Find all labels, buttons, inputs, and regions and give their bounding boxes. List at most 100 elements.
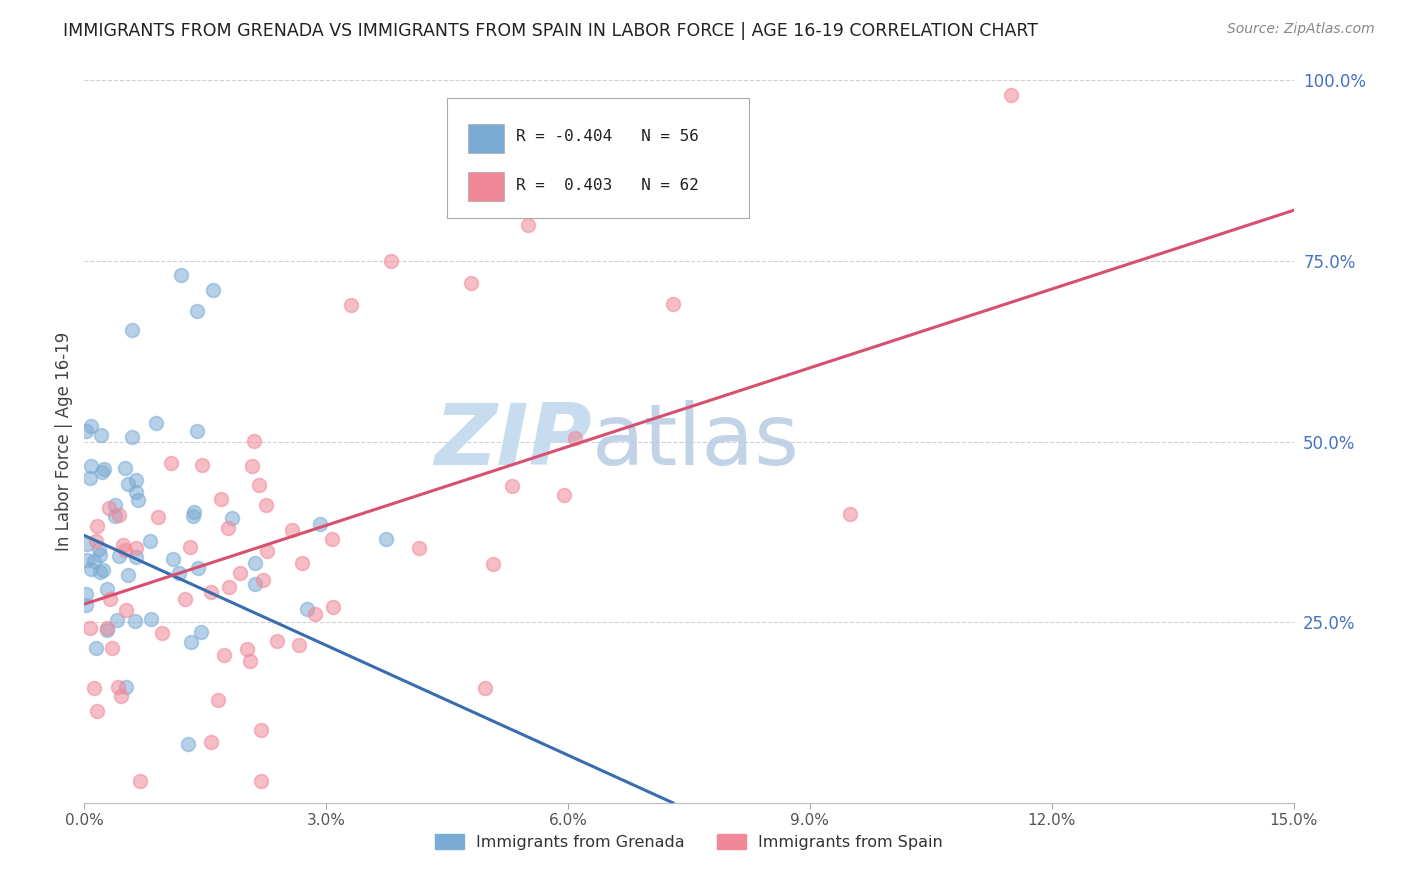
Point bbox=[75, 424, 97, 438]
Point bbox=[79, 620, 101, 634]
Point bbox=[200, 585, 222, 599]
Point bbox=[105, 613, 128, 627]
Point bbox=[76, 537, 98, 551]
Point bbox=[221, 511, 243, 525]
Point bbox=[839, 507, 862, 521]
Point bbox=[76, 552, 98, 566]
Point bbox=[89, 548, 111, 562]
Point bbox=[243, 576, 266, 591]
Point bbox=[482, 558, 505, 572]
Legend: Immigrants from Grenada, Immigrants from Spain: Immigrants from Grenada, Immigrants from… bbox=[429, 828, 949, 856]
Point bbox=[91, 563, 114, 577]
Point bbox=[167, 566, 190, 580]
Point bbox=[83, 681, 105, 696]
Point bbox=[181, 509, 204, 524]
Point bbox=[75, 598, 97, 612]
FancyBboxPatch shape bbox=[447, 98, 749, 218]
Point bbox=[145, 416, 167, 430]
Point bbox=[186, 304, 208, 318]
Point bbox=[295, 602, 318, 616]
Point bbox=[190, 624, 212, 639]
Point bbox=[90, 465, 112, 479]
Point bbox=[308, 516, 330, 531]
Text: ZIP: ZIP bbox=[434, 400, 592, 483]
Point bbox=[97, 500, 120, 515]
Point bbox=[572, 160, 595, 174]
Point bbox=[408, 541, 430, 556]
Point bbox=[340, 298, 363, 312]
Point bbox=[243, 434, 266, 449]
Point bbox=[108, 508, 131, 523]
Point bbox=[87, 541, 110, 556]
Point bbox=[249, 723, 271, 737]
Text: R =  0.403   N = 62: R = 0.403 N = 62 bbox=[516, 178, 699, 193]
Point bbox=[107, 681, 129, 695]
Point bbox=[127, 492, 149, 507]
Point bbox=[1000, 87, 1022, 102]
Point bbox=[89, 565, 111, 579]
Point bbox=[247, 478, 270, 492]
Point bbox=[304, 607, 326, 622]
Text: Source: ZipAtlas.com: Source: ZipAtlas.com bbox=[1227, 22, 1375, 37]
Point bbox=[217, 521, 239, 535]
Point bbox=[150, 625, 173, 640]
Point bbox=[266, 634, 288, 648]
Point bbox=[115, 603, 138, 617]
Point bbox=[83, 554, 105, 568]
Point bbox=[125, 484, 148, 499]
Point bbox=[564, 431, 586, 445]
Point bbox=[89, 427, 111, 442]
Point bbox=[125, 541, 148, 555]
Point bbox=[179, 540, 201, 554]
Point bbox=[516, 218, 538, 232]
Point bbox=[129, 774, 152, 789]
Point bbox=[240, 458, 263, 473]
Point bbox=[243, 556, 266, 570]
Point bbox=[86, 704, 108, 718]
Point bbox=[121, 430, 143, 444]
Point bbox=[321, 533, 343, 547]
Point bbox=[160, 456, 183, 470]
Point bbox=[124, 614, 146, 628]
Y-axis label: In Labor Force | Age 16-19: In Labor Force | Age 16-19 bbox=[55, 332, 73, 551]
Point bbox=[75, 587, 97, 601]
Point bbox=[236, 642, 259, 657]
Point bbox=[288, 638, 311, 652]
Point bbox=[96, 582, 118, 596]
Point bbox=[553, 488, 575, 502]
Point bbox=[114, 460, 136, 475]
Point bbox=[218, 581, 240, 595]
Point bbox=[96, 624, 118, 638]
Bar bbox=[468, 124, 503, 153]
Point bbox=[460, 276, 482, 290]
Point bbox=[139, 612, 162, 626]
Point bbox=[115, 680, 138, 694]
Point bbox=[162, 552, 184, 566]
Point bbox=[256, 543, 278, 558]
Point bbox=[322, 599, 344, 614]
Point bbox=[114, 543, 136, 558]
Point bbox=[104, 498, 127, 512]
Point bbox=[177, 737, 200, 751]
Point bbox=[209, 491, 232, 506]
Point bbox=[111, 538, 134, 552]
Text: atlas: atlas bbox=[592, 400, 800, 483]
Point bbox=[207, 693, 229, 707]
Point bbox=[202, 283, 225, 297]
Point bbox=[125, 473, 148, 487]
Point bbox=[84, 533, 107, 548]
Point bbox=[80, 419, 103, 434]
Point bbox=[80, 458, 103, 473]
Point bbox=[374, 532, 396, 546]
Point bbox=[229, 566, 252, 580]
Point bbox=[474, 681, 496, 696]
Point bbox=[121, 323, 143, 337]
Point bbox=[191, 458, 214, 473]
Point bbox=[93, 461, 115, 475]
Point bbox=[110, 690, 132, 704]
Point bbox=[200, 735, 222, 749]
Point bbox=[187, 561, 209, 575]
Point bbox=[117, 567, 139, 582]
Point bbox=[252, 574, 274, 588]
Point bbox=[117, 476, 139, 491]
